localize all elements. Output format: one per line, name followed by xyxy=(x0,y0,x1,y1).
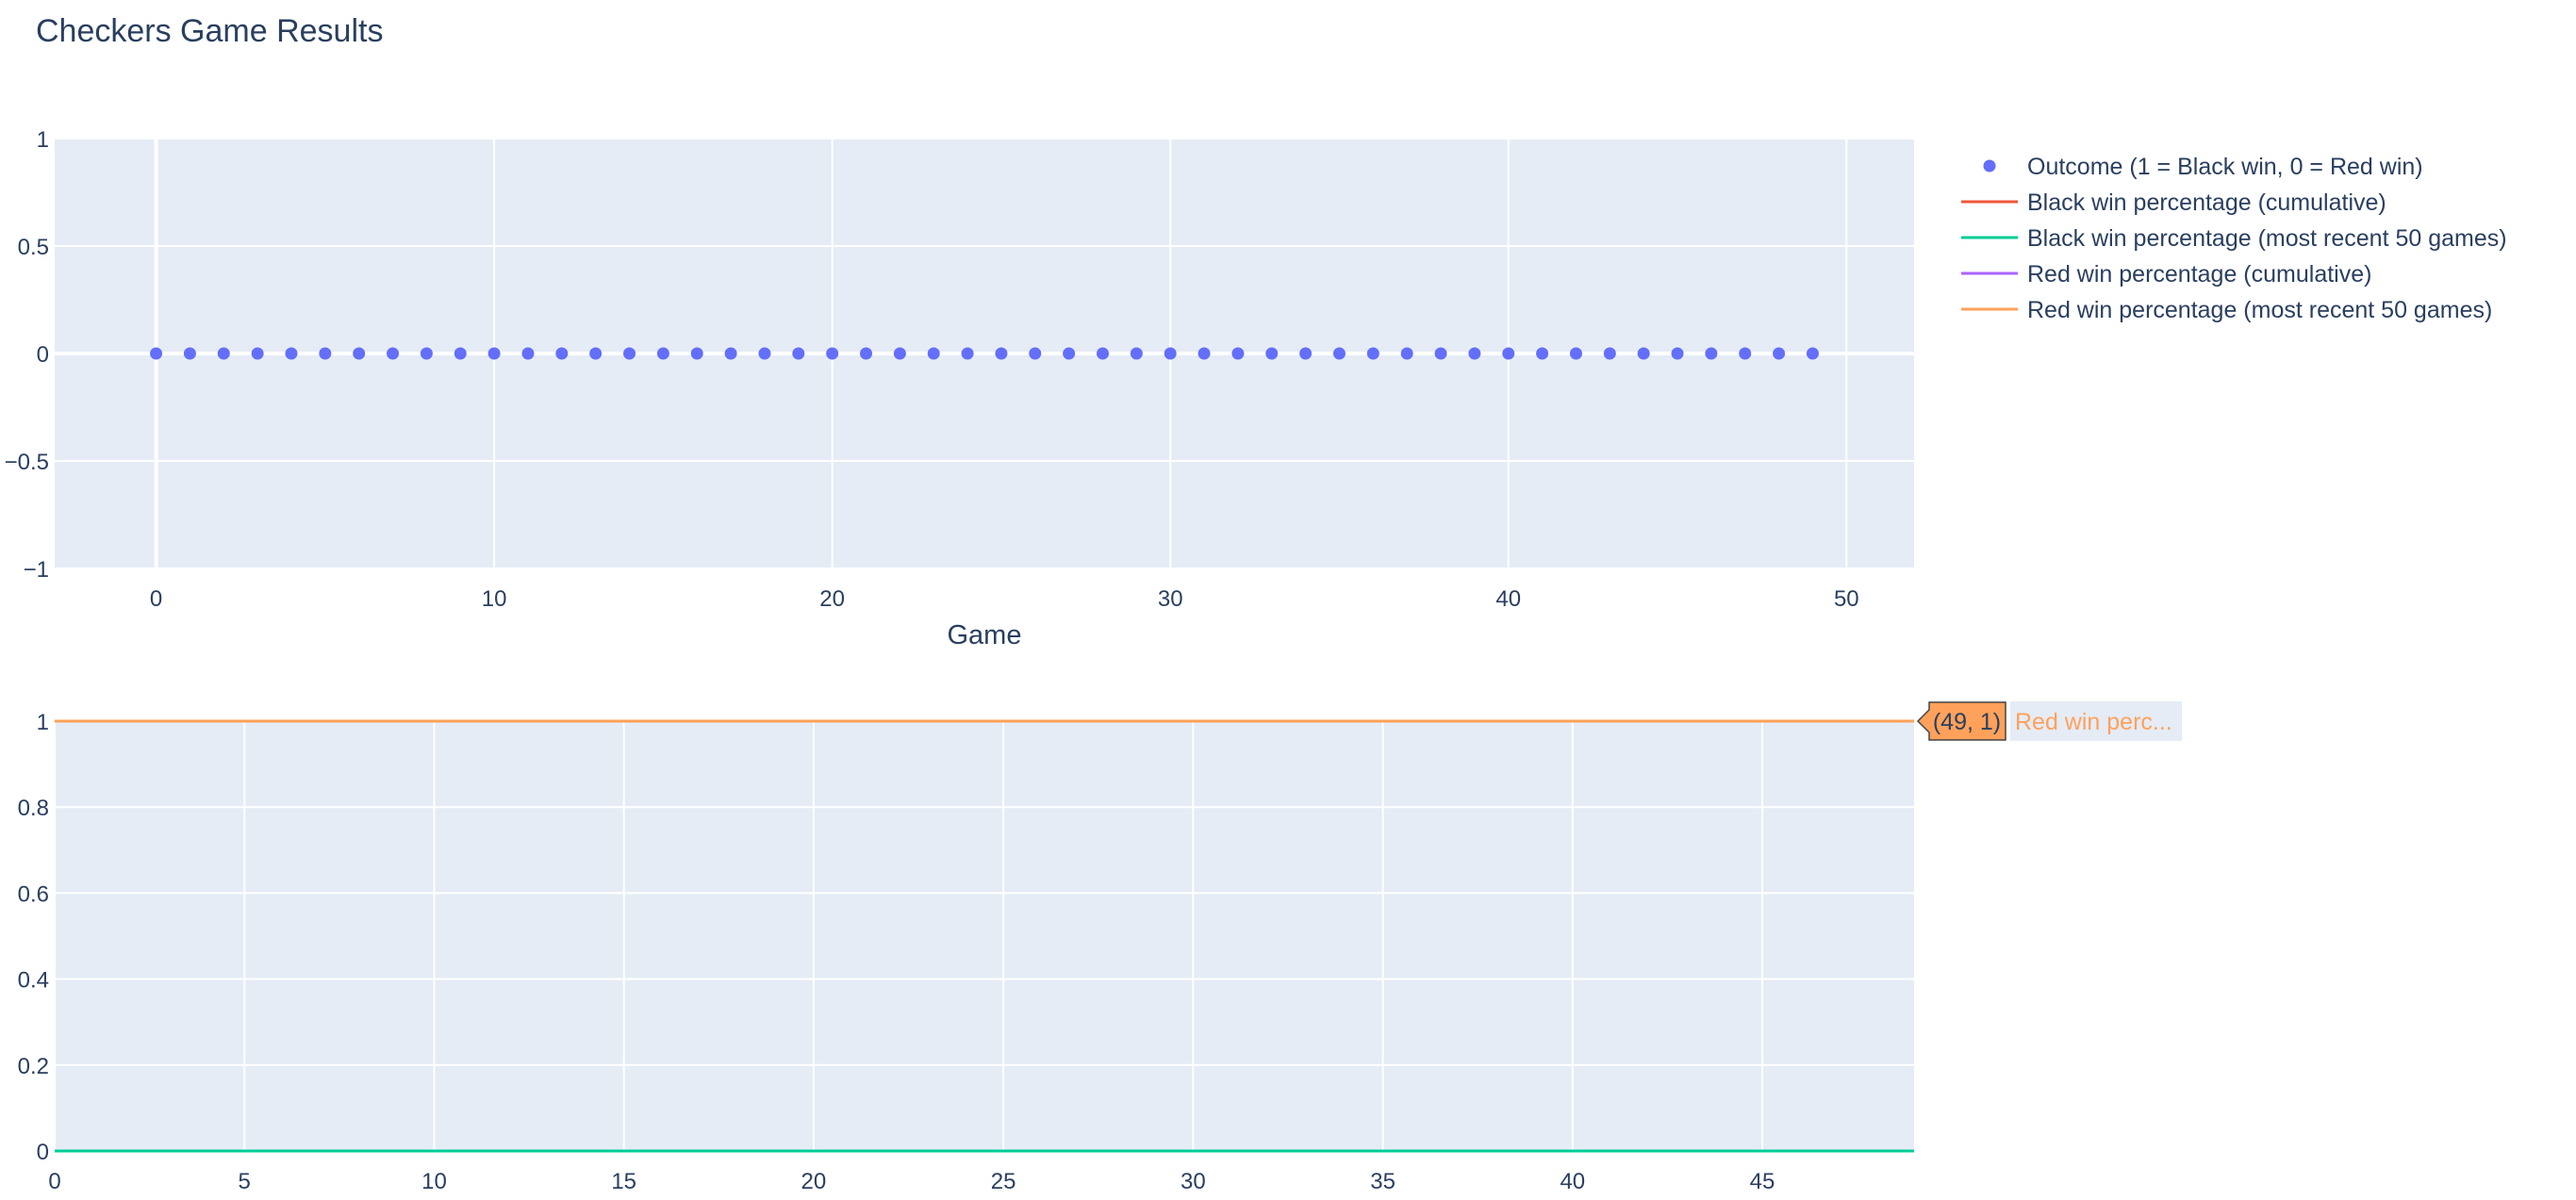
x-tick-label: 10 xyxy=(482,586,507,612)
tooltip-box xyxy=(1916,701,2006,741)
data-point xyxy=(860,347,873,360)
y-tick-label: 1 xyxy=(37,127,49,153)
data-point xyxy=(555,347,569,360)
data-point xyxy=(1130,347,1143,360)
legend-label: Red win percentage (most recent 50 games… xyxy=(2027,297,2492,323)
legend: Outcome (1 = Black win, 0 = Red win) Blac… xyxy=(1961,154,2507,323)
data-point xyxy=(961,347,974,360)
x-tick-label: 30 xyxy=(1158,586,1183,612)
tooltip-series-name: Red win perc... xyxy=(2015,709,2172,735)
data-point xyxy=(1400,347,1413,360)
data-point xyxy=(1468,347,1481,360)
data-point xyxy=(251,347,264,360)
x-tick-label: 40 xyxy=(1495,586,1521,612)
data-point xyxy=(319,347,332,360)
data-point xyxy=(623,347,636,360)
y-tick-label: 0.5 xyxy=(18,235,49,260)
data-point xyxy=(1096,347,1109,360)
data-point xyxy=(1637,347,1650,360)
data-point xyxy=(893,347,906,360)
y-tick-label: 0.2 xyxy=(18,1054,49,1079)
data-point xyxy=(487,347,501,360)
x-tick-label: 25 xyxy=(991,1169,1016,1194)
data-point xyxy=(1434,347,1447,360)
data-point xyxy=(1739,347,1752,360)
data-point xyxy=(353,347,366,360)
data-point xyxy=(217,347,230,360)
y-tick-label: 0 xyxy=(37,1140,49,1165)
legend-label: Black win percentage (most recent 50 gam… xyxy=(2027,225,2507,252)
x-tick-label: 0 xyxy=(48,1169,60,1194)
data-point xyxy=(1806,347,1819,360)
y-tick-label: 0.6 xyxy=(18,881,49,907)
x-axis-title: Game xyxy=(948,620,1022,650)
data-point xyxy=(758,347,771,360)
y-tick-label: 0 xyxy=(37,342,49,368)
data-point xyxy=(1029,347,1042,360)
legend-label: Black win percentage (cumulative) xyxy=(2027,189,2386,216)
x-tick-label: 15 xyxy=(611,1169,636,1194)
x-tick-label: 0 xyxy=(150,586,162,612)
chart-panel-1: 0 10 20 30 40 50 −1 −0.5 0 0.5 1 Game xyxy=(5,127,1914,650)
data-point xyxy=(1603,347,1616,360)
data-point xyxy=(1063,347,1076,360)
data-point xyxy=(1366,347,1379,360)
legend-label: Outcome (1 = Black win, 0 = Red win) xyxy=(2027,154,2423,180)
x-tick-label: 50 xyxy=(1834,586,1859,612)
y-tick-label: 0.8 xyxy=(18,796,49,821)
data-point xyxy=(420,347,433,360)
legend-label: Red win percentage (cumulative) xyxy=(2027,261,2371,288)
data-point xyxy=(1299,347,1313,360)
data-point xyxy=(1569,347,1582,360)
data-point xyxy=(1197,347,1211,360)
data-point xyxy=(1502,347,1515,360)
x-tick-label: 45 xyxy=(1750,1169,1775,1194)
x-tick-label: 20 xyxy=(801,1169,827,1194)
data-point xyxy=(387,347,400,360)
y-tick-label: 1 xyxy=(37,710,49,735)
y-tick-label: 0.4 xyxy=(18,968,49,994)
data-point xyxy=(1536,347,1549,360)
x-tick-label: 30 xyxy=(1181,1169,1206,1194)
x-tick-label: 5 xyxy=(239,1169,251,1194)
plot-background xyxy=(55,721,1914,1151)
data-point xyxy=(1231,347,1245,360)
y-tick-label: −0.5 xyxy=(5,450,49,475)
data-point xyxy=(1332,347,1346,360)
data-point xyxy=(927,347,940,360)
data-point xyxy=(521,347,535,360)
data-point xyxy=(1773,347,1786,360)
y-tick-label: −1 xyxy=(24,557,49,583)
chart-title: Checkers Game Results xyxy=(36,13,383,49)
series-outcome xyxy=(150,347,1819,360)
data-point xyxy=(792,347,805,360)
data-point xyxy=(826,347,839,360)
data-point xyxy=(1265,347,1279,360)
data-point xyxy=(656,347,669,360)
x-tick-label: 35 xyxy=(1370,1169,1395,1194)
data-point xyxy=(995,347,1008,360)
data-point xyxy=(1164,347,1177,360)
data-point xyxy=(285,347,298,360)
data-point xyxy=(454,347,467,360)
data-point xyxy=(724,347,737,360)
data-point xyxy=(150,347,163,360)
data-point xyxy=(1671,347,1684,360)
data-point xyxy=(1705,347,1718,360)
data-point xyxy=(183,347,196,360)
hover-tooltip: (49, 1) Red win perc... xyxy=(1916,701,2182,741)
chart-panel-2: 0 5 10 15 20 25 30 35 40 45 0 0.2 0.4 0.6 0.8 1 xyxy=(18,710,1914,1194)
tooltip-name-background xyxy=(2010,701,2182,741)
x-tick-label: 10 xyxy=(421,1169,447,1194)
data-point xyxy=(690,347,703,360)
x-tick-label: 20 xyxy=(819,586,845,612)
legend-marker xyxy=(1983,159,1996,173)
data-point xyxy=(589,347,603,360)
tooltip-value: (49, 1) xyxy=(1933,709,2001,735)
x-tick-label: 40 xyxy=(1560,1169,1585,1194)
